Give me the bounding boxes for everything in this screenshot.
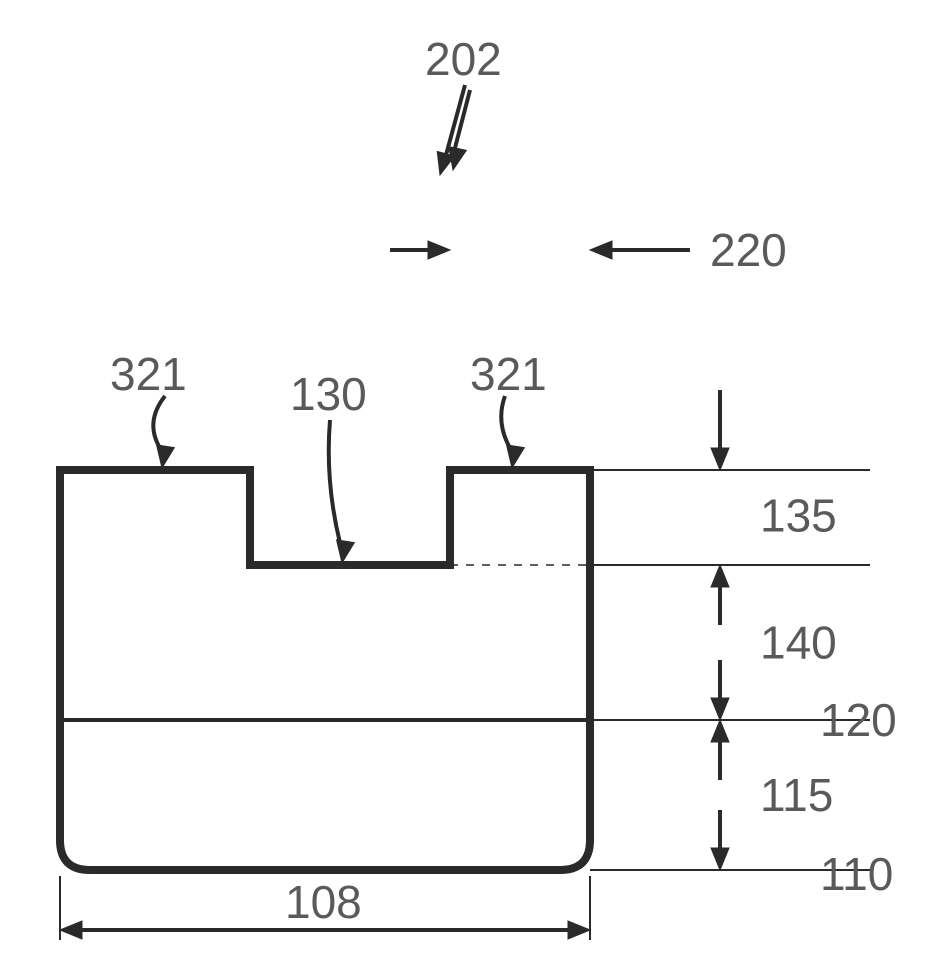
arrow-head xyxy=(711,720,729,742)
arrow-head xyxy=(428,241,450,259)
arrow-head xyxy=(157,445,175,468)
arrow-head xyxy=(711,848,729,870)
label-202: 202 xyxy=(425,33,502,85)
leader-curve xyxy=(329,420,340,543)
label-108: 108 xyxy=(285,876,362,928)
arrow-head xyxy=(568,921,590,939)
leader-curve xyxy=(153,396,165,448)
arrow-head xyxy=(590,241,612,259)
arrow-head xyxy=(711,698,729,720)
leader-curve xyxy=(501,396,510,448)
label-140: 140 xyxy=(760,617,837,669)
arrow-head xyxy=(337,540,355,563)
arrow-head xyxy=(60,921,82,939)
label-115: 115 xyxy=(760,769,833,821)
label-110: 110 xyxy=(820,848,893,900)
cross-section-outline xyxy=(60,470,590,870)
label-130: 130 xyxy=(290,368,367,420)
label-321-left: 321 xyxy=(110,348,187,400)
arrow-head xyxy=(507,445,525,468)
arrow-head xyxy=(711,448,729,470)
label-220: 220 xyxy=(710,224,787,276)
label-135: 135 xyxy=(760,490,837,542)
arrow-head xyxy=(711,565,729,587)
label-120: 120 xyxy=(820,694,897,746)
label-321-right: 321 xyxy=(470,348,547,400)
